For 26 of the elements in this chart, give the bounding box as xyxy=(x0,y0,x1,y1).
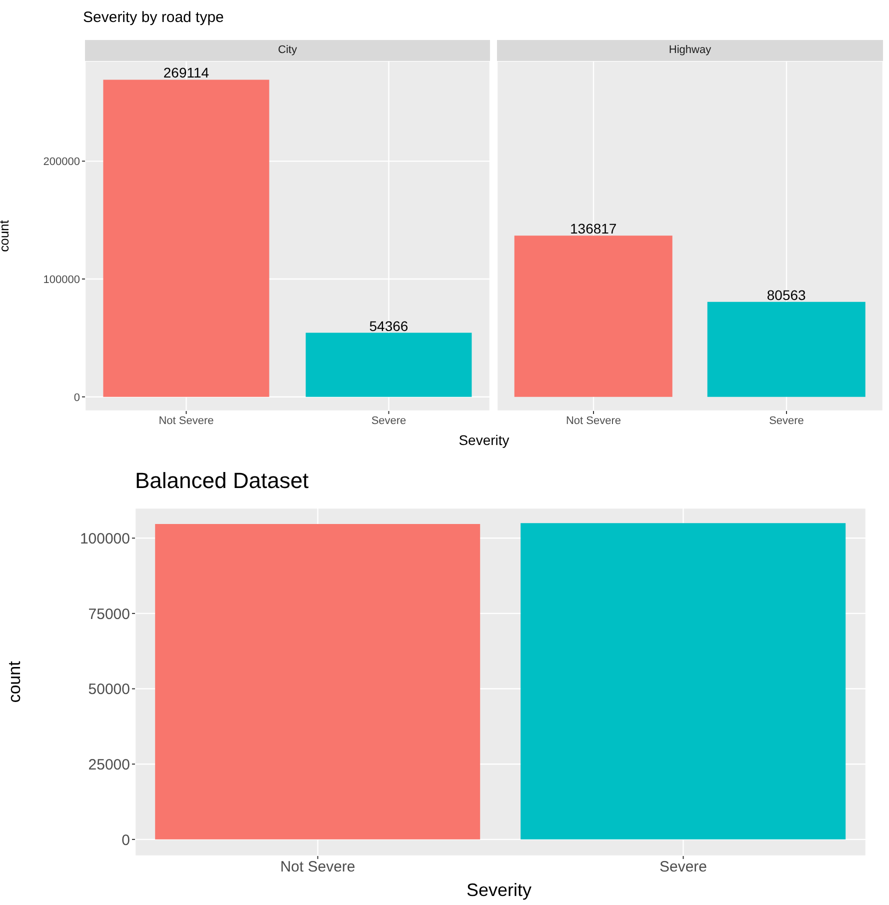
x-tick-label: Not Severe xyxy=(158,414,214,427)
x-tick-label: Severe xyxy=(371,414,406,427)
y-tick-label: 100000 xyxy=(43,274,80,286)
chart-subtitle: City xyxy=(85,40,490,61)
data-label: 269114 xyxy=(163,64,210,81)
data-label: 80563 xyxy=(766,286,806,303)
y-tick-label: 75000 xyxy=(88,606,130,623)
data-label: 136817 xyxy=(570,220,617,237)
y-tick-label: 50000 xyxy=(88,681,130,698)
y-tick-label: 100000 xyxy=(80,530,130,548)
y-axis-title: count xyxy=(0,220,12,252)
data-label: 54366 xyxy=(369,318,408,334)
chart-subtitle: Highway xyxy=(497,40,883,61)
y-tick-label: 0 xyxy=(122,832,130,849)
chart-title: Balanced Dataset xyxy=(135,468,309,494)
y-axis-title: count xyxy=(5,660,24,703)
y-tick-label: 25000 xyxy=(88,756,130,774)
x-tick-label: Severe xyxy=(769,414,804,427)
x-tick-label: Not Severe xyxy=(280,858,356,876)
x-axis-title: Severity xyxy=(465,880,533,901)
x-tick-label: Severe xyxy=(659,858,708,876)
x-axis-title: Severity xyxy=(458,432,510,448)
chart-title: Severity by road type xyxy=(83,9,224,26)
y-tick-label: 200000 xyxy=(43,156,80,168)
x-tick-label: Not Severe xyxy=(566,414,622,427)
y-tick-label: 0 xyxy=(74,392,80,404)
